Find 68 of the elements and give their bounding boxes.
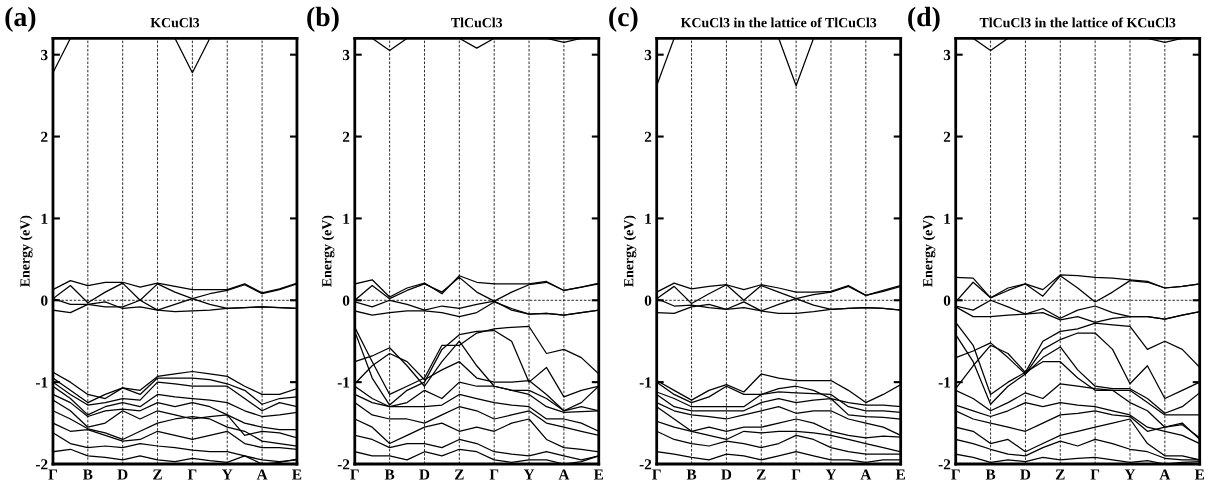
y-tick-label: 1 [944,213,951,224]
y-tick-label: 2 [644,131,652,142]
y-tick-label: -1 [639,377,652,388]
x-tick-label: B [384,469,395,480]
x-tick-label: D [419,469,430,480]
x-tick-label: A [860,469,872,480]
x-tick-label: Z [1055,469,1065,480]
x-tick-label: A [1159,469,1171,480]
text: (b) [307,6,339,32]
x-tick-label: Y [523,469,535,480]
x-tick-label: Γ [652,469,661,480]
x-tick-label: Γ [48,469,58,480]
y-tick-label: -1 [337,377,350,388]
chart-title: KCuCl3 in the lattice of TlCuCl3 [680,17,877,28]
y-tick-label: 2 [342,131,350,142]
x-tick-label: D [117,469,128,480]
text: (d) [908,6,940,32]
x-tick-label: Γ [1090,469,1100,480]
y-axis-title: Energy (eV) [623,215,637,287]
y-tick-label: -1 [35,377,48,388]
y-tick-label: 1 [41,213,48,224]
y-tick-label: -2 [639,459,652,470]
y-tick-label: 0 [41,295,48,306]
x-tick-label: B [985,469,996,480]
x-tick-label: E [593,469,604,480]
x-tick-label: A [558,469,570,480]
y-axis-title: Energy (eV) [321,215,335,287]
y-tick-label: 1 [343,213,350,224]
y-tick-label: -2 [35,459,48,470]
y-tick-label: 0 [644,295,652,306]
x-tick-label: Γ [951,469,960,480]
y-tick-label: -2 [938,459,951,470]
y-tick-label: 1 [645,213,652,224]
y-tick-label: 0 [342,295,350,306]
x-tick-label: D [721,469,732,480]
y-tick-label: -1 [938,377,951,388]
y-tick-label: 2 [943,131,951,142]
y-tick-label: 0 [943,295,951,306]
y-tick-label: 3 [644,49,652,61]
x-tick-label: B [82,469,93,480]
chart-title: KCuCl3 [150,17,200,28]
x-tick-label: Y [825,469,837,480]
x-tick-label: Γ [791,469,801,480]
y-tick-label: 3 [41,49,48,61]
y-tick-label: 2 [41,131,48,142]
text: (a) [5,6,36,32]
x-tick-label: A [256,469,268,480]
x-tick-label: Y [221,469,233,480]
x-tick-label: Z [454,469,464,480]
y-tick-label: -2 [337,459,350,470]
y-tick-label: 3 [342,49,350,61]
x-tick-label: Γ [489,469,499,480]
x-tick-label: Γ [187,469,197,480]
x-tick-label: Y [1124,469,1136,480]
x-tick-label: Z [756,469,766,480]
x-tick-label: Γ [350,469,359,480]
y-axis-title: Energy (eV) [922,215,936,287]
x-tick-label: D [1020,469,1031,480]
x-tick-label: E [1194,469,1204,480]
text: (c) [609,6,638,32]
x-tick-label: Z [153,469,162,480]
chart-title: TlCuCl3 [451,17,503,28]
chart-title: TlCuCl3 in the lattice of KCuCl3 [979,17,1176,28]
y-tick-label: 3 [943,49,951,61]
x-tick-label: B [686,469,697,480]
x-tick-label: E [895,469,905,480]
x-tick-label: E [292,469,302,480]
y-axis-title: Energy (eV) [19,215,33,287]
